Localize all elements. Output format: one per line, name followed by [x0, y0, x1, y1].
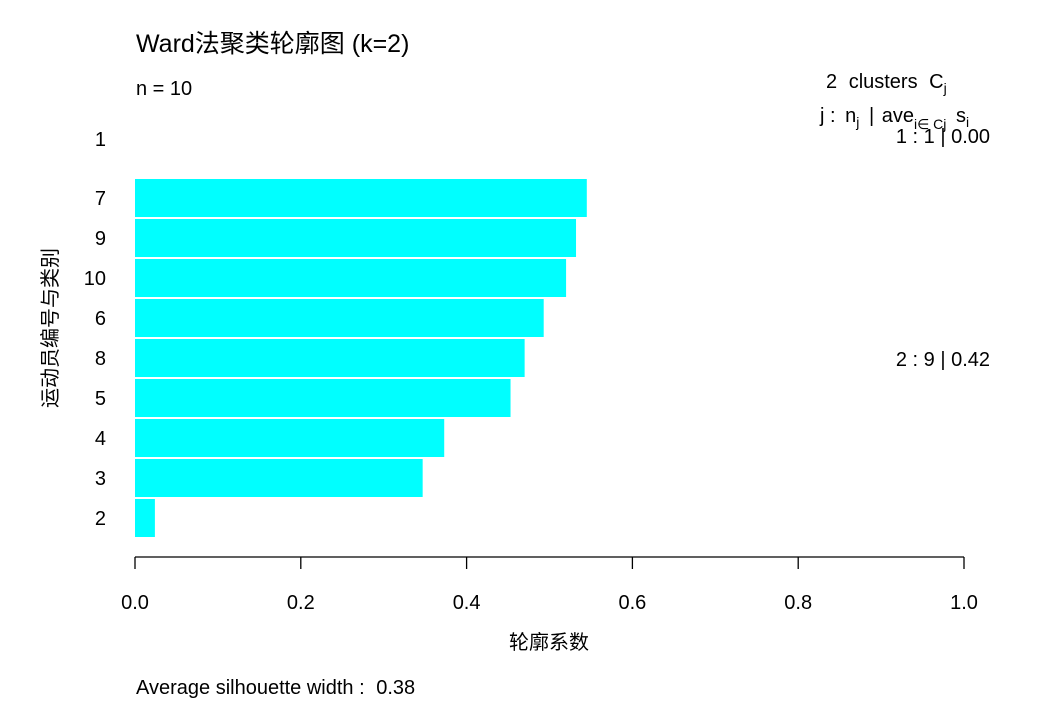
x-tick-label-1.0: 1.0 [950, 592, 978, 614]
legend-cluster-count: 2 [826, 71, 837, 93]
silhouette-bar-10 [135, 259, 567, 297]
row-label-4: 4 [95, 428, 106, 450]
row-label-6: 6 [95, 308, 106, 330]
silhouette-bar-7 [135, 179, 587, 217]
legend-s-symbol: s [956, 105, 966, 127]
legend-s-subscript: i [966, 114, 969, 130]
legend-c-symbol: C [929, 71, 943, 93]
row-label-5: 5 [95, 388, 106, 410]
cluster-stat-1: 1 : 1 | 0.00 [896, 126, 990, 148]
silhouette-bar-2 [135, 499, 155, 537]
silhouette-bar-3 [135, 459, 423, 497]
silhouette-bar-5 [135, 379, 511, 417]
x-axis-title: 轮廓系数 [509, 631, 589, 654]
row-label-2: 2 [95, 508, 106, 530]
legend-n-subscript: j [855, 114, 859, 130]
row-label-8: 8 [95, 348, 106, 370]
cluster-stat-2: 2 : 9 | 0.42 [896, 349, 990, 371]
x-tick-label-0.4: 0.4 [453, 592, 481, 614]
row-label-1: 1 [95, 129, 106, 151]
average-label: Average silhouette width : [136, 677, 365, 699]
chart-title: Ward法聚类轮廓图 (k=2) [136, 30, 409, 58]
row-label-7: 7 [95, 188, 106, 210]
y-axis-title: 运动员编号与类别 [39, 248, 62, 408]
row-label-9: 9 [95, 228, 106, 250]
average-silhouette: Average silhouette width : 0.38 [136, 677, 415, 699]
silhouette-bar-9 [135, 219, 577, 257]
x-tick-label-0.8: 0.8 [784, 592, 812, 614]
legend-clusters-word: clusters [849, 71, 918, 93]
legend-j-label: j : [819, 105, 836, 127]
sample-count: n = 10 [136, 78, 192, 100]
legend-c-subscript: j [943, 80, 947, 96]
legend-column-header: j : nj | avei∈ Cj si [819, 105, 969, 134]
silhouette-bar-8 [135, 339, 525, 377]
legend-separator: | [869, 105, 874, 127]
silhouette-bar-6 [135, 299, 544, 337]
row-label-3: 3 [95, 468, 106, 490]
row-label-10: 10 [84, 268, 106, 290]
x-tick-label-0.6: 0.6 [618, 592, 646, 614]
x-tick-label-0.0: 0.0 [121, 592, 149, 614]
legend-n-symbol: n [845, 105, 856, 127]
x-tick-label-0.2: 0.2 [287, 592, 315, 614]
average-value: 0.38 [376, 677, 415, 699]
legend-ave-symbol: ave [882, 105, 914, 127]
silhouette-bar-4 [135, 419, 445, 457]
legend-clusters-header: 2 clusters Cj [826, 71, 947, 96]
legend-ave-subscript: i∈ Cj [914, 116, 946, 132]
